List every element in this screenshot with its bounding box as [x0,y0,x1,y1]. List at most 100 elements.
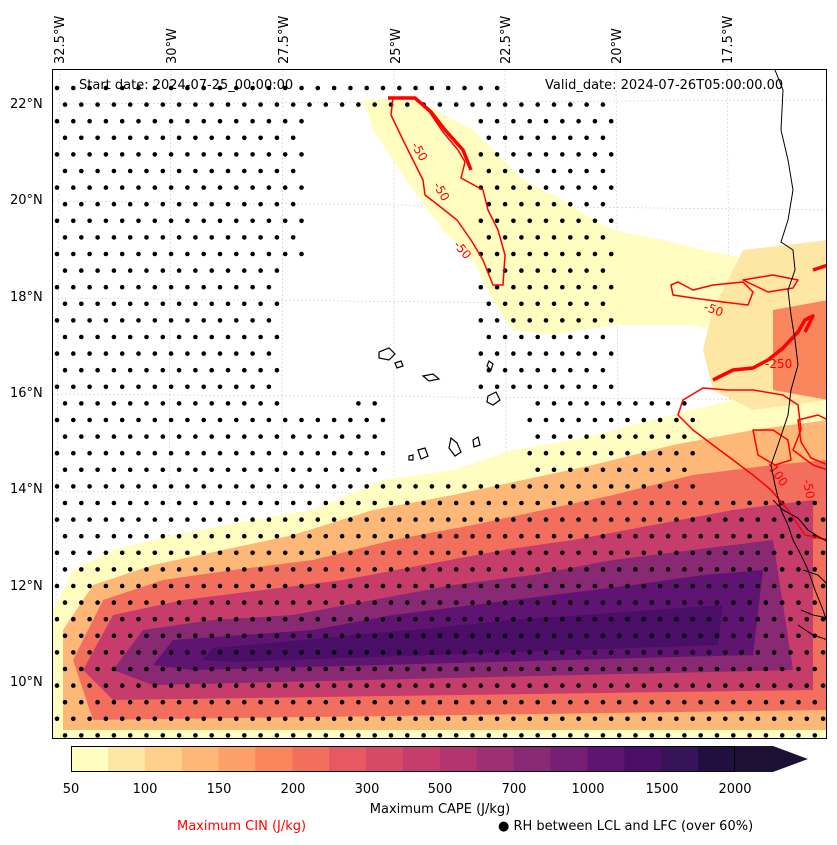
rh-dot [54,85,60,91]
rh-dot [535,268,540,273]
rh-dot [54,185,60,190]
island-brava [408,454,414,461]
rh-dot [608,450,614,456]
rh-dot [103,683,109,688]
rh-dot [608,550,614,556]
rh-dot [242,268,247,273]
rh-dot [421,633,426,639]
rh-dot [543,583,549,589]
rh-dot [144,201,149,207]
rh-dot [625,683,630,688]
rh-dot [274,334,280,340]
rh-dot [119,650,125,655]
rh-dot [193,168,198,174]
rh-dot [290,567,296,572]
rh-dot [535,135,540,141]
rh-dot [478,484,484,489]
rh-dot [111,102,117,107]
rh-dot [250,384,255,390]
rh-dot [136,318,141,323]
rh-dot [633,733,638,738]
rh-dot [616,600,622,605]
rh-dot [323,600,329,605]
rh-dot [144,367,149,373]
rh-dot [649,733,655,738]
rh-dot [527,384,532,390]
rh-dot [348,583,353,589]
rh-dot [576,583,581,589]
rh-dot [250,351,255,356]
rh-dot [152,118,158,124]
rh-dot [323,467,329,473]
rh-dot [584,467,589,473]
rh-dot [511,118,516,124]
rh-dot [592,351,598,356]
rh-dot [217,450,223,456]
rh-dot [665,600,671,605]
rh-dot [723,616,728,622]
rh-dot [136,583,141,589]
rh-dot [494,284,500,290]
rh-dot [633,401,638,406]
rh-dot [274,733,280,738]
rh-dot [111,567,117,572]
rh-dot [266,484,272,489]
rh-dot [111,168,117,174]
rh-dot [380,85,386,91]
rh-dot [185,517,190,522]
rh-dot [54,284,60,290]
rh-dot [763,567,769,572]
rh-dot [576,517,581,522]
island-boa-vista [486,391,501,406]
colorbar-cell [403,746,441,772]
rh-dot [706,683,712,688]
rh-dot [79,301,84,307]
rh-dot [388,600,394,605]
rh-dot [519,567,524,572]
rh-dot [576,118,581,124]
rh-dot [217,284,223,290]
rh-dot [152,550,158,556]
lon-label-22-5w: 22.5°W [499,15,514,64]
rh-dot [812,699,818,705]
rh-dot [592,185,598,190]
rh-dot [731,567,736,572]
rh-dot [87,550,92,556]
cin-contour-north [390,97,506,286]
rh-dot [535,567,540,572]
rh-dot [470,567,475,572]
rh-dot [323,434,329,439]
rh-dot [225,301,231,307]
rh-dot [144,699,149,705]
rh-dot [527,185,532,190]
rh-dot [788,517,793,522]
rh-dot [176,334,182,340]
rh-dot [600,367,606,373]
rh-dot [584,699,589,705]
rh-dot [494,616,500,622]
rh-dot [820,683,826,688]
rh-dot [616,401,622,406]
rh-dot [560,484,565,489]
rh-dot [103,484,109,489]
rh-dot [584,135,589,141]
rh-dot [421,567,426,572]
rh-dot [217,683,223,688]
rh-dot [543,683,549,688]
cin-contour-east-4 [752,429,792,466]
rh-dot [160,401,166,406]
rh-dot [372,567,378,572]
rh-dot [421,533,426,539]
rh-dot [71,716,76,722]
rh-dot [608,417,614,423]
rh-dot [674,650,679,655]
rh-dot [258,401,263,406]
rh-dot [103,251,109,257]
rh-dot [62,533,68,539]
rh-dot [62,268,68,273]
rh-dot [706,517,712,522]
rh-dot [535,699,540,705]
rh-dot [600,268,606,273]
rh-dot [372,533,378,539]
rh-dot [234,450,239,456]
